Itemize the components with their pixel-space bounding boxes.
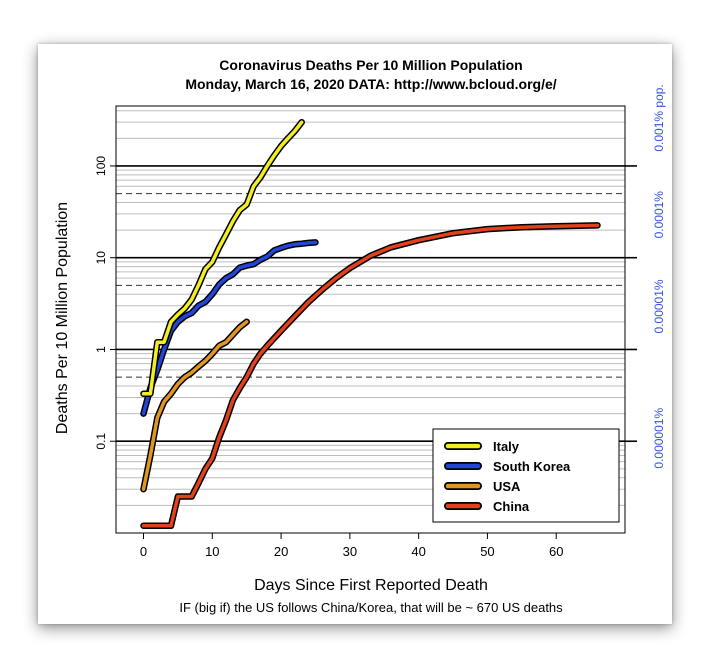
chart-title-line-1: Coronavirus Deaths Per 10 Million Popula… <box>219 57 522 73</box>
series-line-south-korea <box>141 240 318 416</box>
x-tick-label: 10 <box>205 544 219 559</box>
y-axis: 100 10 1 0.1 <box>94 156 116 450</box>
series-line-italy <box>141 120 304 396</box>
series-line-usa <box>141 320 249 491</box>
right-axis-label: 0.00001% <box>652 279 666 333</box>
series-layer <box>140 118 601 529</box>
legend-label-usa: USA <box>493 479 521 494</box>
x-axis: 0 10 20 30 40 50 60 <box>140 532 563 559</box>
x-tick-label: 50 <box>480 544 494 559</box>
right-axis-label: 0.0001% <box>652 191 666 239</box>
y-tick-label: 10 <box>94 251 108 265</box>
legend-label-italy: Italy <box>493 439 520 454</box>
x-tick-label: 30 <box>343 544 357 559</box>
legend-label-china: China <box>493 499 530 514</box>
x-tick-label: 40 <box>411 544 425 559</box>
y-axis-label: Deaths Per 10 Million Population <box>54 202 71 434</box>
y-tick-label: 0.1 <box>94 433 108 450</box>
right-axis-label: 0.001% pop. <box>652 84 666 151</box>
legend: Italy South Korea USA China <box>432 428 620 523</box>
right-axis-label: 0.000001% <box>652 408 666 469</box>
x-tick-label: 20 <box>274 544 288 559</box>
right-axis: 0.001% pop. 0.0001% 0.00001% 0.000001% <box>652 84 666 468</box>
x-tick-label: 60 <box>549 544 563 559</box>
chart-footnote: IF (big if) the US follows China/Korea, … <box>179 600 563 615</box>
y-tick-label: 100 <box>94 156 108 176</box>
x-axis-label: Days Since First Reported Death <box>254 577 488 594</box>
legend-label-south-korea: South Korea <box>493 459 571 474</box>
chart-title-line-2: Monday, March 16, 2020 DATA: http://www.… <box>185 76 556 92</box>
x-tick-label: 0 <box>140 544 147 559</box>
series-line-china <box>141 223 600 528</box>
y-tick-label: 1 <box>94 346 108 353</box>
